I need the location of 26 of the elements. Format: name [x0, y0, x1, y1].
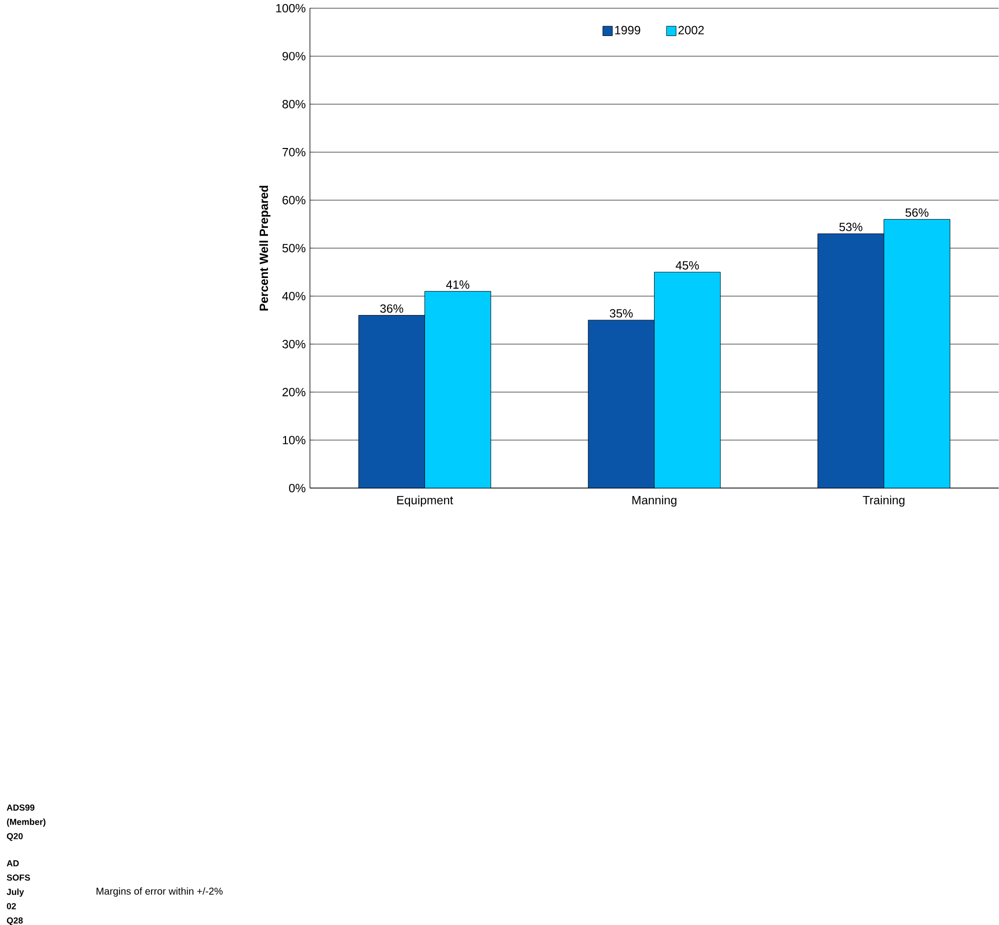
y-tick-label: 70% [282, 148, 306, 156]
data-label: 36% [380, 304, 404, 313]
y-tick-label: 60% [282, 196, 306, 204]
y-axis-title: Percent Well Prepared [259, 186, 270, 310]
text: AD SOFS July 02 Q28 [6, 860, 30, 925]
y-tick-label: 90% [282, 52, 306, 60]
data-label: 45% [676, 261, 699, 270]
y-tick-label: 50% [282, 244, 306, 252]
legend-label: 2002 [678, 26, 704, 34]
x-tick-label: Training [862, 495, 904, 507]
x-tick-label: Equipment [397, 495, 454, 507]
y-tick-label: 0% [289, 484, 306, 492]
text: ADS99 (Member) Q20 [6, 804, 46, 841]
y-tick-label: 80% [282, 100, 306, 108]
data-label: 41% [446, 280, 470, 289]
data-label: 56% [906, 208, 928, 217]
y-tick-label: 30% [282, 340, 306, 348]
y-tick-label: 20% [282, 388, 306, 396]
data-label: 35% [610, 309, 633, 318]
y-tick-label: 40% [282, 292, 306, 300]
y-tick-label: 100% [276, 4, 306, 12]
x-tick-label: Manning [632, 495, 676, 507]
y-tick-label: 10% [282, 436, 306, 444]
text: Margins of error within +/-2% [96, 887, 223, 897]
data-label: 53% [839, 222, 862, 232]
legend-label: 1999 [615, 26, 640, 34]
